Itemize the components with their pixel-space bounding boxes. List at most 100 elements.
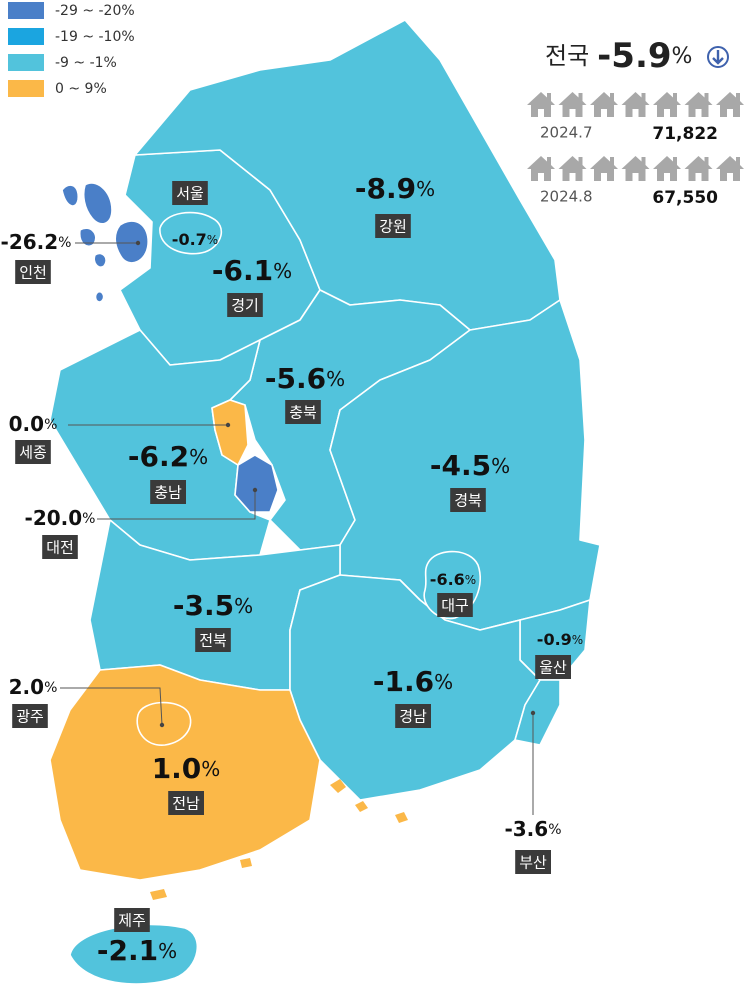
name-bg	[285, 400, 321, 424]
region-name-box: 충북	[285, 400, 321, 424]
value-unit: %	[434, 670, 453, 694]
legend-label: -29 ~ -20%	[55, 3, 135, 19]
region	[49, 664, 321, 881]
region-name: 인천	[19, 264, 47, 282]
value-number: -6.6	[430, 570, 465, 589]
house-icon-base	[716, 156, 744, 181]
house-icon-base	[653, 92, 681, 117]
house-icon-base	[684, 156, 713, 181]
legend-swatch	[8, 2, 44, 19]
region-name: 강원	[379, 218, 407, 236]
value-unit: %	[82, 511, 95, 527]
value-unit: %	[201, 757, 220, 781]
value-number: -3.6	[504, 817, 548, 841]
region	[69, 923, 199, 985]
name-bg	[395, 704, 431, 728]
legend-label: -9 ~ -1%	[55, 55, 117, 71]
island	[395, 812, 408, 823]
region-value: -0.9%	[537, 630, 583, 649]
leader-dot	[225, 422, 231, 428]
value-unit: %	[189, 445, 208, 469]
island	[240, 858, 252, 868]
region	[211, 399, 249, 466]
value-unit: %	[207, 233, 218, 247]
value-unit: %	[326, 367, 345, 391]
region-name-box: 울산	[535, 655, 571, 679]
legend-swatch	[8, 80, 44, 97]
legend-label: 0 ~ 9%	[55, 81, 107, 97]
island	[150, 889, 167, 900]
region-name-box: 세종	[15, 440, 51, 464]
region-name: 전북	[199, 632, 227, 650]
value-unit: %	[44, 417, 57, 433]
name-bg	[168, 791, 204, 815]
value-number: -4.5	[430, 449, 491, 482]
value-number: -1.6	[373, 665, 434, 698]
value-number: 0.0	[9, 412, 44, 436]
value-number: -8.9	[355, 172, 416, 205]
value-number: -26.2	[1, 230, 59, 254]
region-name-box: 경북	[450, 488, 486, 512]
region-name: 경남	[399, 708, 427, 726]
name-bg	[15, 260, 51, 284]
value-number: -0.7	[172, 230, 207, 249]
name-bg	[42, 535, 78, 559]
name-bg	[15, 440, 51, 464]
leader-line	[97, 490, 256, 520]
count: 71,822	[652, 124, 718, 144]
count: 67,550	[652, 188, 718, 208]
house-icon-base	[590, 92, 618, 117]
region-name-box: 부산	[515, 850, 551, 874]
region-value: -0.7%	[172, 230, 218, 249]
value-number: 1.0	[152, 752, 202, 785]
house-icon-base	[558, 92, 587, 117]
house-icon-base	[621, 156, 650, 181]
region-name: 세종	[19, 444, 47, 462]
region-name-box: 인천	[15, 260, 51, 284]
name-bg	[150, 480, 186, 504]
region-name-box: 전남	[168, 791, 204, 815]
value-number: -0.9	[537, 630, 572, 649]
region-name-box: 대구	[437, 593, 473, 617]
region	[234, 454, 279, 513]
region-name: 충북	[289, 404, 317, 422]
national-title: 전국 -5.9%	[545, 36, 692, 76]
house-icon-base	[653, 156, 681, 181]
region-name: 경북	[454, 492, 482, 510]
region-value: -20.0%	[25, 506, 96, 530]
island	[355, 801, 368, 812]
region-name-box: 경남	[395, 704, 431, 728]
value-number: -6.2	[128, 440, 189, 473]
region-name: 전남	[172, 795, 200, 813]
house-icon-base	[684, 92, 713, 117]
value-unit: %	[416, 177, 435, 201]
value-unit: %	[572, 633, 583, 647]
region-value: -6.6%	[430, 570, 476, 589]
region-value: 0.0%	[9, 412, 58, 436]
value-unit: %	[273, 259, 292, 283]
region-name: 제주	[118, 912, 146, 930]
region-value: -6.2%	[128, 440, 208, 473]
name-bg	[227, 293, 263, 317]
region-name: 광주	[16, 708, 44, 726]
region-value: -2.1%	[97, 934, 177, 967]
name-bg	[450, 488, 486, 512]
period: 2024.7	[540, 124, 593, 142]
region-name-box: 서울	[172, 181, 208, 205]
value-unit: %	[234, 594, 253, 618]
legend-swatch	[8, 54, 44, 71]
name-bg	[195, 628, 231, 652]
value-unit: %	[548, 822, 561, 838]
house-icon-base	[716, 92, 744, 117]
region-name-box: 대전	[42, 535, 78, 559]
house-icon-base	[527, 92, 555, 117]
value-number: -3.5	[173, 589, 234, 622]
region-value: -5.6%	[265, 362, 345, 395]
national-value: -5.9	[597, 36, 671, 76]
name-bg	[515, 850, 551, 874]
value-number: -5.6	[265, 362, 326, 395]
house-icon-base	[621, 92, 650, 117]
value-unit: %	[44, 680, 57, 696]
national-unit: %	[672, 44, 693, 69]
region-name: 부산	[519, 854, 547, 872]
